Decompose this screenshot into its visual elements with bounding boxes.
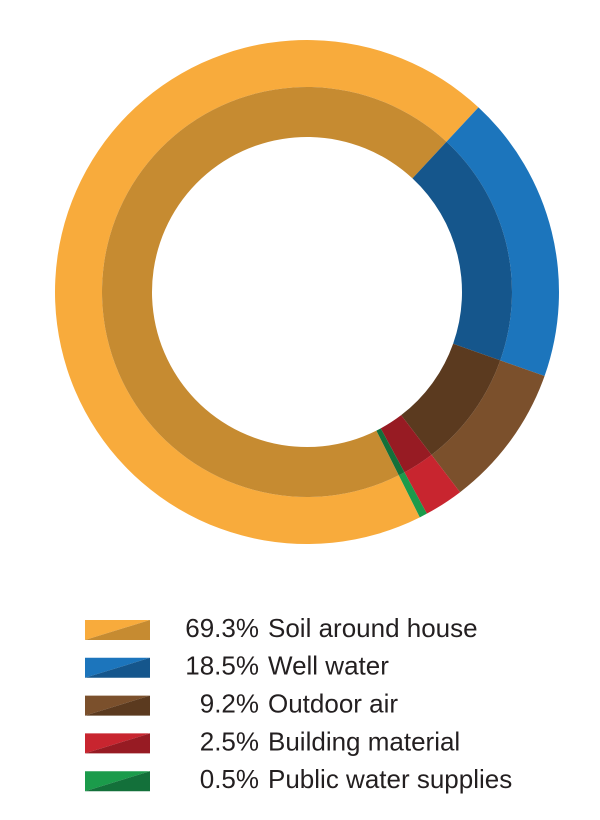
donut-segment bbox=[431, 360, 545, 493]
legend-label: Public water supplies bbox=[268, 764, 512, 794]
legend-label: Soil around house bbox=[268, 613, 478, 643]
donut-segment-inner bbox=[380, 415, 432, 473]
legend-value: 18.5% bbox=[185, 651, 259, 681]
donut-segment-inner bbox=[401, 343, 501, 455]
donut-segment bbox=[446, 107, 559, 377]
legend-swatch-dark bbox=[85, 695, 150, 716]
legend-label: Well water bbox=[268, 651, 389, 681]
legend-swatch-dark bbox=[85, 620, 150, 640]
legend-value: 2.5% bbox=[200, 726, 259, 756]
legend-swatch-dark bbox=[85, 657, 150, 678]
donut-segment bbox=[398, 472, 427, 518]
donut-segment-inner bbox=[102, 86, 447, 497]
donut-segment bbox=[404, 454, 461, 514]
legend-label: Outdoor air bbox=[268, 688, 398, 718]
legend-label: Building material bbox=[268, 726, 460, 756]
legend-value: 9.2% bbox=[200, 688, 259, 718]
donut-segment bbox=[55, 39, 479, 544]
legend-value: 69.3% bbox=[185, 613, 259, 643]
donut-segment-inner bbox=[412, 141, 513, 361]
legend-value: 0.5% bbox=[200, 764, 259, 794]
donut-segment-inner bbox=[376, 428, 405, 476]
legend-swatch-dark bbox=[85, 733, 150, 754]
legend-swatch-dark bbox=[85, 771, 150, 792]
